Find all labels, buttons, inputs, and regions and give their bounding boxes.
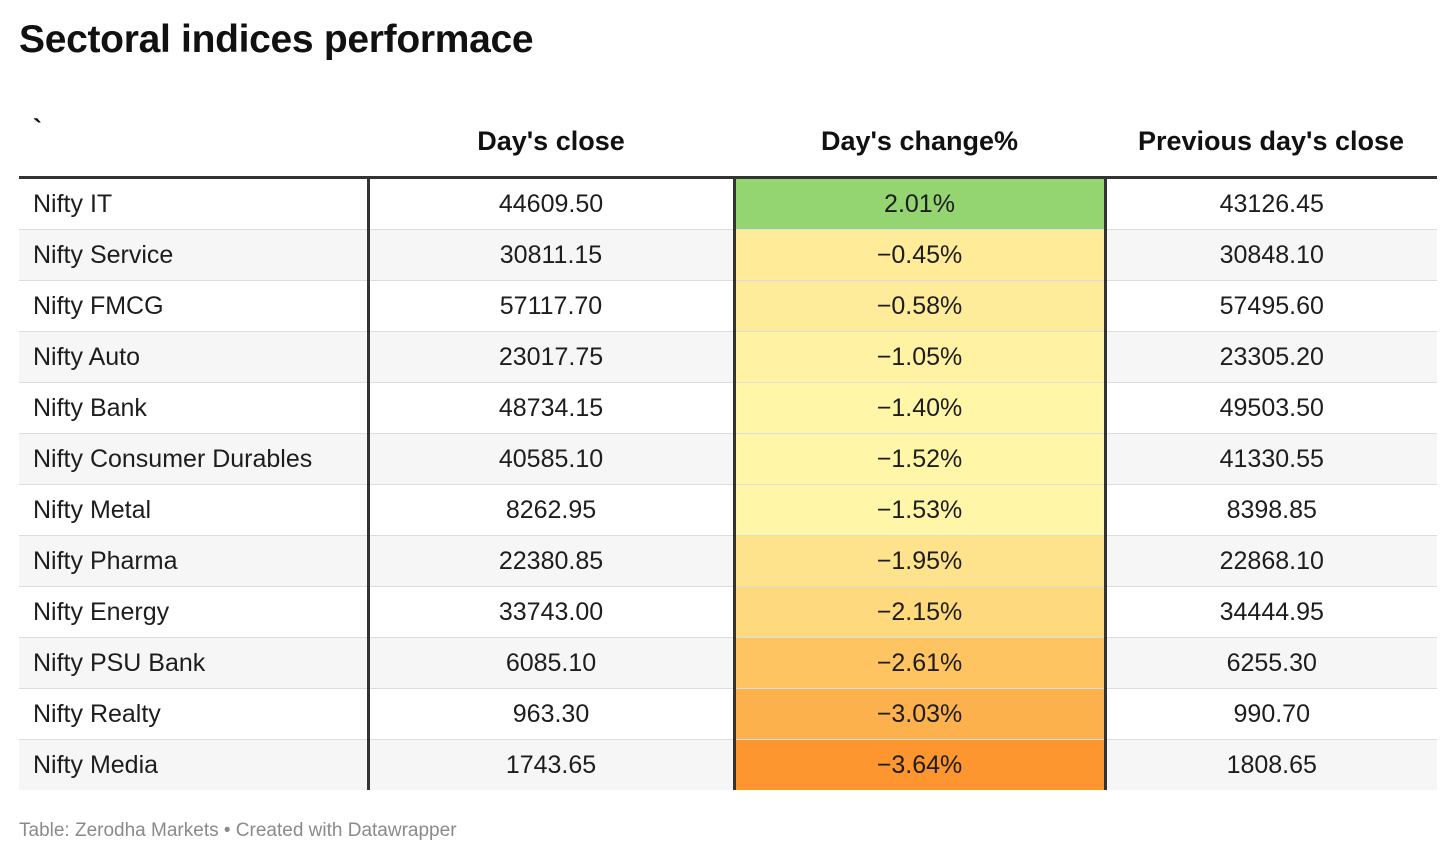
table-row: Nifty PSU Bank 6085.10 −2.61% 6255.30 [19, 637, 1437, 689]
cell-days-close: 23017.75 [368, 331, 734, 383]
cell-days-close: 44609.50 [368, 177, 734, 230]
cell-days-close: 57117.70 [368, 280, 734, 332]
cell-previous-close: 30848.10 [1105, 229, 1437, 281]
cell-days-change: −0.58% [732, 280, 1107, 332]
cell-previous-close: 22868.10 [1105, 535, 1437, 587]
table-row: Nifty Bank 48734.15 −1.40% 49503.50 [19, 382, 1437, 434]
table-row: Nifty Auto 23017.75 −1.05% 23305.20 [19, 331, 1437, 383]
cell-days-close: 1743.65 [368, 739, 734, 790]
column-header-days-close: Day's close [368, 106, 734, 179]
cell-index-name: Nifty PSU Bank [19, 637, 370, 689]
cell-days-change: −2.15% [732, 586, 1107, 638]
cell-days-change: −0.45% [732, 229, 1107, 281]
cell-previous-close: 41330.55 [1105, 433, 1437, 485]
table-row: Nifty Media 1743.65 −3.64% 1808.65 [19, 739, 1437, 790]
source-credit: Table: Zerodha Markets • Created with Da… [19, 820, 457, 841]
column-header-previous-close: Previous day's close [1105, 106, 1437, 179]
cell-previous-close: 23305.20 [1105, 331, 1437, 383]
cell-days-change: −1.05% [732, 331, 1107, 383]
cell-days-close: 963.30 [368, 688, 734, 740]
cell-days-close: 40585.10 [368, 433, 734, 485]
cell-previous-close: 990.70 [1105, 688, 1437, 740]
cell-days-close: 48734.15 [368, 382, 734, 434]
cell-days-close: 30811.15 [368, 229, 734, 281]
table-row: Nifty Pharma 22380.85 −1.95% 22868.10 [19, 535, 1437, 587]
cell-previous-close: 6255.30 [1105, 637, 1437, 689]
cell-days-change: 2.01% [732, 177, 1107, 230]
cell-previous-close: 49503.50 [1105, 382, 1437, 434]
cell-index-name: Nifty FMCG [19, 280, 370, 332]
header-row: ` Day's close Day's change% Previous day… [19, 106, 1437, 179]
cell-index-name: Nifty Service [19, 229, 370, 281]
cell-previous-close: 43126.45 [1105, 177, 1437, 230]
table-row: Nifty IT 44609.50 2.01% 43126.45 [19, 177, 1437, 230]
cell-days-change: −1.52% [732, 433, 1107, 485]
cell-previous-close: 1808.65 [1105, 739, 1437, 790]
cell-index-name: Nifty Realty [19, 688, 370, 740]
cell-days-close: 22380.85 [368, 535, 734, 587]
cell-index-name: Nifty IT [19, 177, 370, 230]
cell-previous-close: 34444.95 [1105, 586, 1437, 638]
cell-days-change: −1.40% [732, 382, 1107, 434]
table-row: Nifty Realty 963.30 −3.03% 990.70 [19, 688, 1437, 740]
cell-index-name: Nifty Energy [19, 586, 370, 638]
cell-days-close: 6085.10 [368, 637, 734, 689]
cell-previous-close: 57495.60 [1105, 280, 1437, 332]
cell-days-close: 33743.00 [368, 586, 734, 638]
column-header-name: ` [19, 106, 368, 179]
table-row: Nifty Energy 33743.00 −2.15% 34444.95 [19, 586, 1437, 638]
cell-days-change: −3.03% [732, 688, 1107, 740]
cell-index-name: Nifty Auto [19, 331, 370, 383]
table-row: Nifty Consumer Durables 40585.10 −1.52% 413… [19, 433, 1437, 485]
table-body: Nifty IT 44609.50 2.01% 43126.45 Nifty Servi… [19, 177, 1437, 790]
table-row: Nifty FMCG 57117.70 −0.58% 57495.60 [19, 280, 1437, 332]
chart-title: Sectoral indices performace [19, 18, 534, 61]
table-row: Nifty Metal 8262.95 −1.53% 8398.85 [19, 484, 1437, 536]
cell-days-change: −2.61% [732, 637, 1107, 689]
cell-index-name: Nifty Media [19, 739, 370, 790]
cell-days-change: −1.53% [732, 484, 1107, 536]
cell-days-change: −3.64% [732, 739, 1107, 790]
cell-index-name: Nifty Bank [19, 382, 370, 434]
cell-previous-close: 8398.85 [1105, 484, 1437, 536]
column-header-days-change: Day's change% [734, 106, 1105, 179]
table-header: ` Day's close Day's change% Previous day… [19, 106, 1437, 179]
cell-index-name: Nifty Metal [19, 484, 370, 536]
table-row: Nifty Service 30811.15 −0.45% 30848.10 [19, 229, 1437, 281]
cell-days-change: −1.95% [732, 535, 1107, 587]
cell-days-close: 8262.95 [368, 484, 734, 536]
cell-index-name: Nifty Consumer Durables [19, 433, 370, 485]
sectoral-indices-table: ` Day's close Day's change% Previous day… [19, 106, 1437, 790]
cell-index-name: Nifty Pharma [19, 535, 370, 587]
